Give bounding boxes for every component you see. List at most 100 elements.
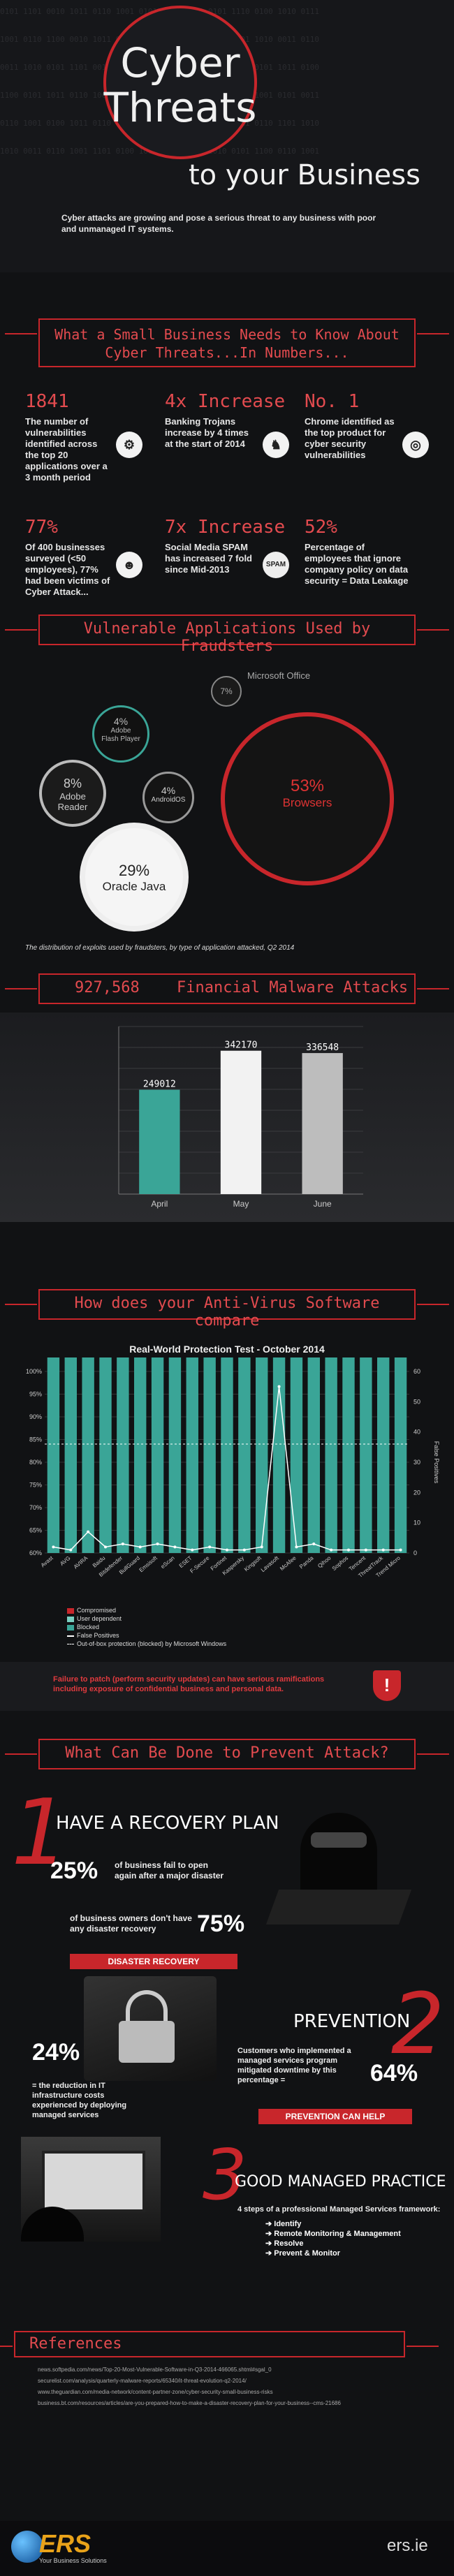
- bar-value-label: 249012: [143, 1080, 176, 1090]
- step3-intro: 4 steps of a professional Managed Servic…: [237, 2205, 441, 2214]
- category-label: June: [314, 1199, 332, 1209]
- av-legend: Compromised User dependent Blocked False…: [67, 1606, 416, 1648]
- av-chart-title: Real-World Protection Test - October 201…: [129, 1344, 325, 1355]
- gear-icon: ⚙: [116, 432, 142, 458]
- reference-link[interactable]: business.bt.com/resources/articles/are-y…: [38, 2400, 341, 2406]
- legend-compromised: Compromised: [67, 1606, 416, 1614]
- bar-june: [302, 1053, 343, 1194]
- bar-blocked: [221, 1357, 233, 1553]
- step1-stat2-text: of business owners don't have any disast…: [70, 1913, 192, 1934]
- y-tick-label: 90%: [29, 1413, 42, 1420]
- footer: ERS Your Business Solutions ers.ie: [0, 2521, 454, 2576]
- step2-title: PREVENTION: [293, 2011, 411, 2032]
- bar-blocked: [360, 1357, 372, 1553]
- section-heading-numbers: What a Small Business Needs to Know Abou…: [5, 318, 449, 367]
- bar-blocked: [377, 1357, 390, 1553]
- y-tick-label: 65%: [29, 1527, 42, 1534]
- padlock-icon: [126, 1990, 168, 2025]
- category-label: AVG: [59, 1555, 71, 1567]
- category-label: eScan: [160, 1555, 176, 1570]
- stat-vulnerabilities: 1841 ⚙ The number of vulnerabilities ide…: [25, 391, 158, 483]
- stat-text: Chrome identified as the top product for…: [305, 416, 395, 460]
- step1-number: 1: [11, 1779, 69, 1885]
- reference-link[interactable]: securelist.com/analysis/quarterly-malwar…: [38, 2378, 247, 2384]
- category-label: Lavasoft: [260, 1554, 281, 1573]
- stats-grid: 1841 ⚙ The number of vulnerabilities ide…: [25, 391, 430, 621]
- false-positive-point: [87, 1530, 90, 1533]
- step2-stat1-pct: 24%: [32, 2039, 80, 2066]
- disaster-recovery-pill: DISASTER RECOVERY: [70, 1954, 237, 1969]
- reference-link[interactable]: www.theguardian.com/media-network/conten…: [38, 2389, 273, 2395]
- y2-tick-label: 60: [413, 1368, 420, 1375]
- section-heading-vulnerable-apps: Vulnerable Applications Used by Fraudste…: [5, 614, 449, 655]
- stat-text: Of 400 businesses surveyed (<50 employee…: [25, 542, 110, 597]
- bar-blocked: [47, 1357, 60, 1553]
- footer-tagline: Your Business Solutions: [39, 2557, 107, 2564]
- y2-tick-label: 50: [413, 1398, 420, 1405]
- category-label: April: [151, 1199, 168, 1209]
- category-label: Baidu: [91, 1555, 106, 1569]
- bubble-adobe-flash: 4% Adobe Flash Player: [92, 705, 149, 763]
- category-label: Sophos: [331, 1555, 350, 1572]
- false-positive-point: [52, 1545, 55, 1549]
- category-label: F-Secure: [189, 1554, 210, 1574]
- false-positive-point: [138, 1545, 142, 1549]
- bar-blocked: [64, 1357, 77, 1553]
- prevention-pill: PREVENTION CAN HELP: [258, 2109, 412, 2124]
- trojan-horse-icon: ♞: [263, 432, 289, 458]
- bar-blocked: [168, 1357, 182, 1553]
- subtitle: to your Business: [189, 159, 420, 191]
- bar-blocked: [272, 1357, 286, 1553]
- legend-false-positives: False Positives: [67, 1631, 416, 1640]
- footer-site[interactable]: ers.ie: [387, 2536, 428, 2555]
- title-line-2: Threats: [103, 84, 257, 131]
- category-label: Avast: [40, 1554, 55, 1568]
- spam-icon: SPAM: [263, 552, 289, 578]
- stat-number: No. 1: [305, 391, 360, 412]
- false-positive-point: [260, 1545, 263, 1549]
- chrome-icon: ◎: [402, 432, 429, 458]
- stat-text: Percentage of employees that ignore comp…: [305, 542, 409, 586]
- legend-blocked: Blocked: [67, 1623, 416, 1631]
- warning-text: Failure to patch (perform security updat…: [53, 1675, 325, 1693]
- section-heading-antivirus: How does your Anti-Virus Software compar…: [5, 1289, 449, 1330]
- stat-text: Social Media SPAM has increased 7 fold s…: [165, 542, 252, 575]
- false-positive-point: [399, 1548, 402, 1552]
- bubble-adobe-reader: 8% Adobe Reader: [39, 760, 106, 827]
- bubble-chart: 7% Microsoft Office 4% Adobe Flash Playe…: [0, 656, 454, 964]
- category-label: ESET: [178, 1555, 193, 1569]
- false-positive-point: [381, 1548, 385, 1552]
- category-label: AVIRA: [73, 1554, 89, 1570]
- intro-text: Cyber attacks are growing and pose a ser…: [61, 213, 376, 234]
- bar-blocked: [238, 1357, 251, 1553]
- stat-number: 4x Increase: [165, 391, 286, 412]
- bar-value-label: 342170: [225, 1040, 258, 1051]
- false-positive-point: [156, 1543, 159, 1545]
- malware-heading-text: Financial Malware Attacks: [176, 979, 409, 996]
- stat-text: Banking Trojans increase by 4 times at t…: [165, 416, 249, 449]
- references-list: news.softpedia.com/news/Top-20-Most-Vuln…: [38, 2364, 443, 2409]
- step2-stat2-pct: 64%: [370, 2060, 418, 2086]
- bar-blocked: [256, 1357, 268, 1553]
- globe-icon: [11, 2531, 43, 2563]
- antivirus-stacked-chart: 60% 65% 70% 75% 80% 85% 90% 95% 100% 0 10 20 30 40 50 6…: [26, 1357, 440, 1579]
- y2-tick-label: 0: [413, 1550, 417, 1556]
- reference-link[interactable]: news.softpedia.com/news/Top-20-Most-Vuln…: [38, 2367, 272, 2373]
- patch-warning: Failure to patch (perform security updat…: [0, 1662, 454, 1711]
- y-tick-label: 70%: [29, 1504, 42, 1511]
- y-tick-label: 60%: [29, 1550, 42, 1556]
- y2-tick-label: 20: [413, 1489, 420, 1496]
- false-positive-point: [330, 1548, 333, 1552]
- malware-total: 927,568: [75, 979, 140, 996]
- false-positive-point: [347, 1548, 350, 1552]
- warning-shield-icon: !: [373, 1670, 401, 1701]
- step1-stat2-pct: 75%: [197, 1911, 245, 1937]
- bubble-oracle-java: 29% Oracle Java: [80, 823, 189, 932]
- title-circle: [103, 6, 257, 159]
- y-tick-label: 95%: [29, 1391, 42, 1398]
- bar-may: [220, 1050, 262, 1194]
- user-icon: ☻: [116, 552, 142, 578]
- stat-victims: 77% ☻ Of 400 businesses surveyed (<50 em…: [25, 517, 158, 598]
- bar-blocked: [82, 1357, 94, 1553]
- false-positive-point: [104, 1545, 107, 1549]
